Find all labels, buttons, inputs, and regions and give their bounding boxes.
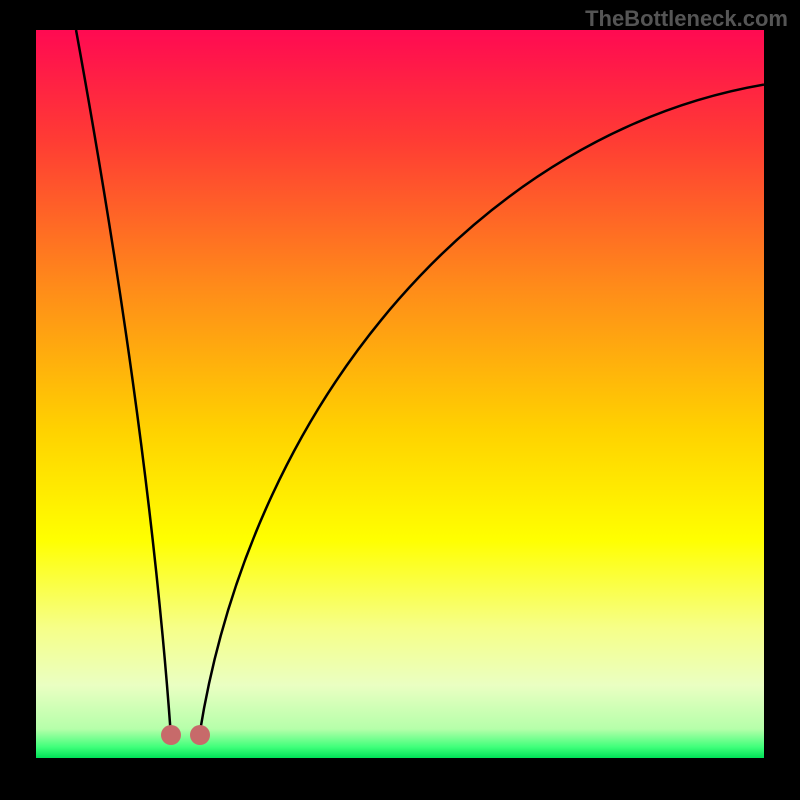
curve-right-branch <box>200 85 764 733</box>
watermark-text: TheBottleneck.com <box>585 6 788 32</box>
curve-layer <box>36 30 764 758</box>
valley-marker-1 <box>190 725 210 745</box>
plot-area <box>36 30 764 758</box>
curve-left-branch <box>76 30 171 733</box>
figure-root: TheBottleneck.com <box>0 0 800 800</box>
valley-marker-0 <box>161 725 181 745</box>
